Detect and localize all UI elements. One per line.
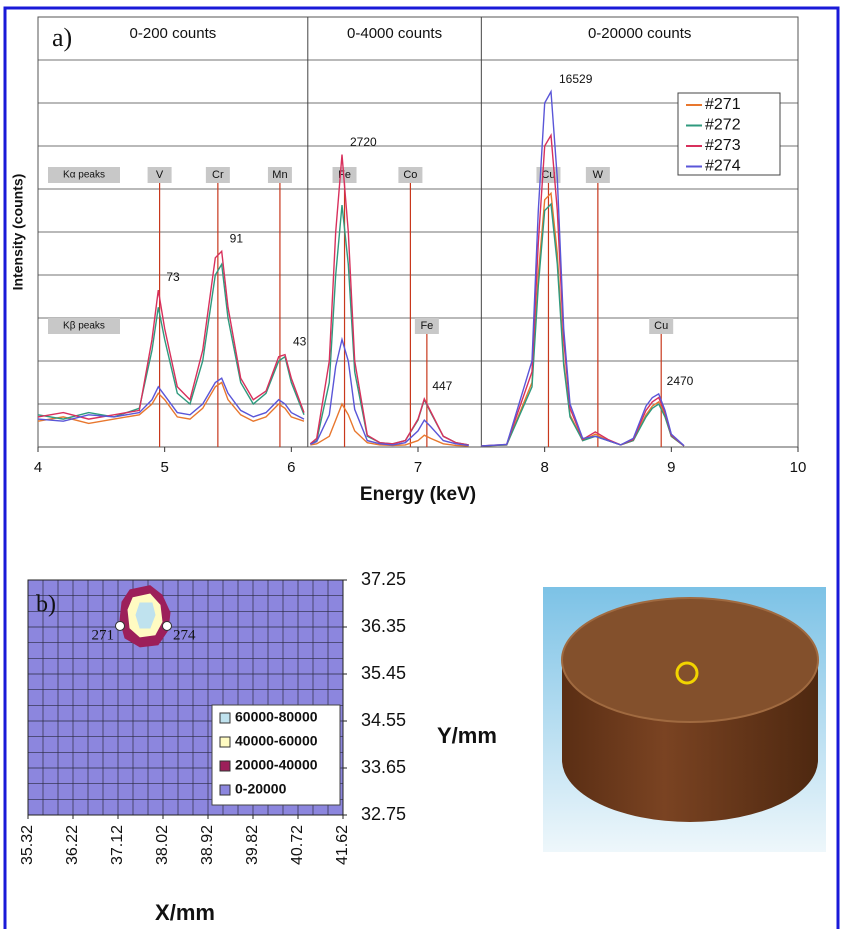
peak-label: Fe xyxy=(338,169,351,181)
legend-box xyxy=(211,704,341,806)
peak-label: V xyxy=(156,169,164,181)
x-tick-label: 40.72 xyxy=(289,825,306,865)
plot-frame xyxy=(27,579,344,816)
value-label: 2470 xyxy=(667,374,694,388)
peak-row-label: Kβ peaks xyxy=(63,321,105,332)
x-tick-label: 8 xyxy=(540,459,548,476)
panel-label: a) xyxy=(52,23,72,52)
spectrum-line xyxy=(37,377,305,422)
x-axis-label: Energy (keV) xyxy=(360,484,476,505)
legend-label: #271 xyxy=(705,96,741,113)
spectrum-line xyxy=(37,381,305,425)
y-tick-label: 33.65 xyxy=(361,757,406,777)
x-tick-label: 38.02 xyxy=(154,825,171,865)
peak-box xyxy=(414,318,439,334)
contour-region xyxy=(135,602,156,629)
spectrum-line xyxy=(37,249,305,420)
x-tick-label: 9 xyxy=(667,459,675,476)
y-tick-label: 37.25 xyxy=(361,569,406,589)
peak-label: Mn xyxy=(272,169,287,181)
x-tick-label: 5 xyxy=(160,459,168,476)
legend-label: 20000-40000 xyxy=(235,757,318,773)
peak-box xyxy=(267,167,292,183)
value-label: 43 xyxy=(293,335,307,349)
legend-swatch xyxy=(219,760,231,772)
sample-label: 274 xyxy=(173,627,196,643)
y-axis-label: Y/mm xyxy=(437,723,497,748)
y-tick-label: 34.55 xyxy=(361,710,406,730)
photo xyxy=(543,587,826,852)
legend-swatch xyxy=(219,784,231,796)
y-tick-label: 32.75 xyxy=(361,804,406,824)
legend-label: 40000-60000 xyxy=(235,733,318,749)
peak-label: Fe xyxy=(420,320,433,332)
panel-label: b) xyxy=(36,592,56,618)
spectrum-line xyxy=(481,89,685,447)
peak-row-box xyxy=(48,318,120,334)
peak-label: W xyxy=(593,169,604,181)
peak-label: Co xyxy=(403,169,417,181)
sample-point xyxy=(115,620,125,631)
x-tick-label: 38.92 xyxy=(199,825,216,865)
peak-box xyxy=(398,167,423,183)
legend-label: #273 xyxy=(705,137,741,154)
spectrum-line xyxy=(481,202,685,447)
panel-title: 0-200 counts xyxy=(130,25,217,42)
legend-label: #274 xyxy=(705,158,741,175)
y-tick-label: 35.45 xyxy=(361,663,406,683)
x-tick-label: 35.32 xyxy=(19,825,36,865)
y-axis-label: Intensity (counts) xyxy=(10,174,26,291)
value-label: 447 xyxy=(432,379,452,393)
legend-box xyxy=(677,92,781,176)
legend-label: 0-20000 xyxy=(235,781,287,797)
x-axis-label: X/mm xyxy=(155,900,215,925)
x-tick-label: 39.82 xyxy=(244,825,261,865)
peak-box xyxy=(585,167,610,183)
x-tick-label: 6 xyxy=(287,459,295,476)
x-tick-label: 36.22 xyxy=(64,825,81,865)
peak-box xyxy=(205,167,230,183)
spectrum-line xyxy=(310,336,469,447)
x-tick-label: 7 xyxy=(414,459,422,476)
legend-swatch xyxy=(219,712,231,724)
panel-title: 0-20000 counts xyxy=(588,25,691,42)
value-label: 73 xyxy=(166,270,180,284)
panel-title: 0-4000 counts xyxy=(347,25,442,42)
peak-row-box xyxy=(48,167,120,183)
value-label: 91 xyxy=(230,232,244,246)
peak-label: Cu xyxy=(654,320,668,332)
peak-label: Cu xyxy=(541,169,555,181)
peak-label: Cr xyxy=(212,169,224,181)
legend-swatch xyxy=(219,736,231,748)
peak-row-label: Kα peaks xyxy=(63,170,105,181)
spectrum-line xyxy=(310,402,469,447)
sample-point xyxy=(162,620,172,631)
value-label: 2720 xyxy=(350,135,377,149)
sample-label: 271 xyxy=(92,627,115,643)
value-label: 16529 xyxy=(559,72,593,86)
x-tick-label: 10 xyxy=(790,459,807,476)
x-tick-label: 41.62 xyxy=(334,825,351,865)
frame xyxy=(3,6,840,929)
x-tick-label: 37.12 xyxy=(109,825,126,865)
peak-box xyxy=(649,318,674,334)
spectrum-line xyxy=(309,154,469,446)
legend-label: 60000-80000 xyxy=(235,709,318,725)
peak-box xyxy=(332,167,357,183)
x-tick-label: 4 xyxy=(34,459,42,476)
legend-label: #272 xyxy=(705,117,741,134)
spectrum-line xyxy=(481,133,685,447)
y-tick-label: 36.35 xyxy=(361,616,406,636)
peak-box xyxy=(147,167,172,183)
